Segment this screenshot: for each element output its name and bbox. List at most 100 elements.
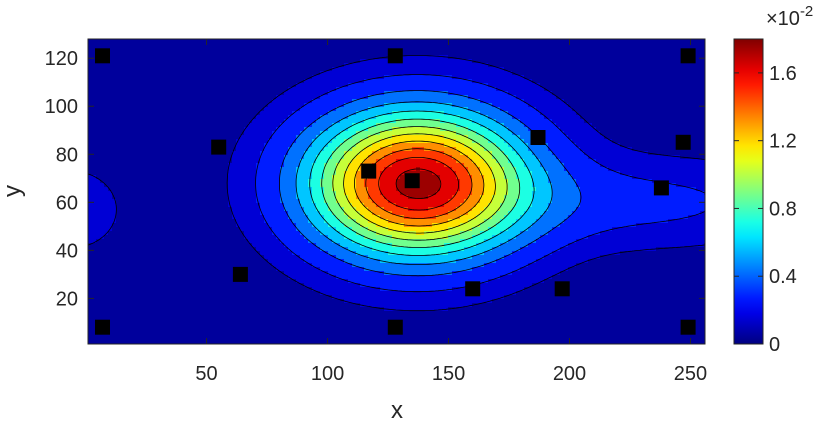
contour-cell	[392, 95, 397, 100]
contour-cell	[600, 67, 605, 72]
contour-cell	[308, 123, 313, 128]
contour-cell	[328, 79, 333, 84]
contour-cell	[108, 47, 113, 52]
contour-cell	[184, 103, 189, 108]
contour-cell	[620, 71, 625, 76]
contour-cell	[616, 107, 621, 112]
contour-cell	[304, 99, 309, 104]
contour-cell	[624, 123, 629, 128]
contour-cell	[396, 151, 401, 156]
contour-cell	[700, 47, 705, 52]
contour-cell	[672, 67, 677, 72]
contour-cell	[248, 79, 253, 84]
contour-cell	[356, 99, 361, 104]
contour-cell	[452, 103, 457, 108]
contour-cell	[552, 91, 557, 96]
contour-cell	[304, 83, 309, 88]
contour-cell	[172, 143, 177, 148]
contour-cell	[596, 71, 601, 76]
contour-cell	[216, 99, 221, 104]
contour-cell	[584, 51, 589, 56]
contour-cell	[488, 99, 493, 104]
contour-cell	[88, 75, 93, 80]
contour-cell	[88, 79, 93, 84]
contour-cell	[140, 111, 145, 116]
contour-cell	[156, 103, 161, 108]
contour-cell	[140, 39, 145, 44]
contour-cell	[424, 79, 429, 84]
contour-cell	[564, 143, 569, 148]
contour-cell	[488, 39, 493, 44]
contour-cell	[496, 143, 501, 148]
contour-cell	[336, 163, 341, 168]
contour-cell	[96, 163, 101, 168]
contour-cell	[248, 135, 253, 140]
contour-cell	[424, 143, 429, 148]
contour-cell	[96, 151, 101, 156]
contour-cell	[180, 71, 185, 76]
contour-cell	[128, 55, 133, 60]
contour-cell	[524, 127, 529, 132]
contour-cell	[136, 103, 141, 108]
contour-cell	[472, 63, 477, 68]
contour-cell	[360, 135, 365, 140]
contour-cell	[152, 43, 157, 48]
contour-cell	[496, 115, 501, 120]
contour-cell	[436, 147, 441, 152]
contour-cell	[644, 111, 649, 116]
contour-cell	[528, 107, 533, 112]
contour-cell	[276, 123, 281, 128]
contour-cell	[440, 159, 445, 164]
contour-cell	[520, 119, 525, 124]
contour-cell	[588, 47, 593, 52]
contour-cell	[120, 131, 125, 136]
contour-cell	[400, 75, 405, 80]
contour-cell	[580, 99, 585, 104]
contour-cell	[560, 107, 565, 112]
contour-cell	[544, 151, 549, 156]
contour-cell	[340, 163, 345, 168]
contour-cell	[616, 147, 621, 152]
contour-cell	[264, 43, 269, 48]
contour-cell	[160, 79, 165, 84]
contour-cell	[636, 115, 641, 120]
contour-cell	[216, 55, 221, 60]
contour-cell	[656, 63, 661, 68]
contour-cell	[416, 55, 421, 60]
contour-cell	[560, 111, 565, 116]
contour-cell	[360, 99, 365, 104]
contour-cell	[600, 43, 605, 48]
contour-cell	[360, 51, 365, 56]
contour-cell	[484, 91, 489, 96]
contour-cell	[264, 99, 269, 104]
contour-cell	[676, 43, 681, 48]
contour-cell	[508, 115, 513, 120]
contour-cell	[608, 99, 613, 104]
contour-cell	[408, 63, 413, 68]
contour-cell	[612, 119, 617, 124]
contour-cell	[404, 95, 409, 100]
contour-cell	[484, 39, 489, 44]
contour-cell	[536, 71, 541, 76]
contour-cell	[632, 39, 637, 44]
contour-cell	[220, 135, 225, 140]
contour-cell	[192, 167, 197, 172]
contour-cell	[668, 159, 673, 164]
contour-cell	[628, 55, 633, 60]
contour-cell	[164, 103, 169, 108]
contour-cell	[156, 159, 161, 164]
contour-cell	[536, 87, 541, 92]
contour-cell	[216, 159, 221, 164]
contour-cell	[140, 159, 145, 164]
contour-cell	[660, 139, 665, 144]
contour-cell	[468, 51, 473, 56]
contour-cell	[380, 107, 385, 112]
contour-cell	[368, 83, 373, 88]
contour-cell	[184, 99, 189, 104]
contour-cell	[372, 63, 377, 68]
contour-cell	[284, 115, 289, 120]
contour-cell	[672, 95, 677, 100]
contour-cell	[264, 71, 269, 76]
contour-cell	[100, 111, 105, 116]
contour-cell	[436, 79, 441, 84]
